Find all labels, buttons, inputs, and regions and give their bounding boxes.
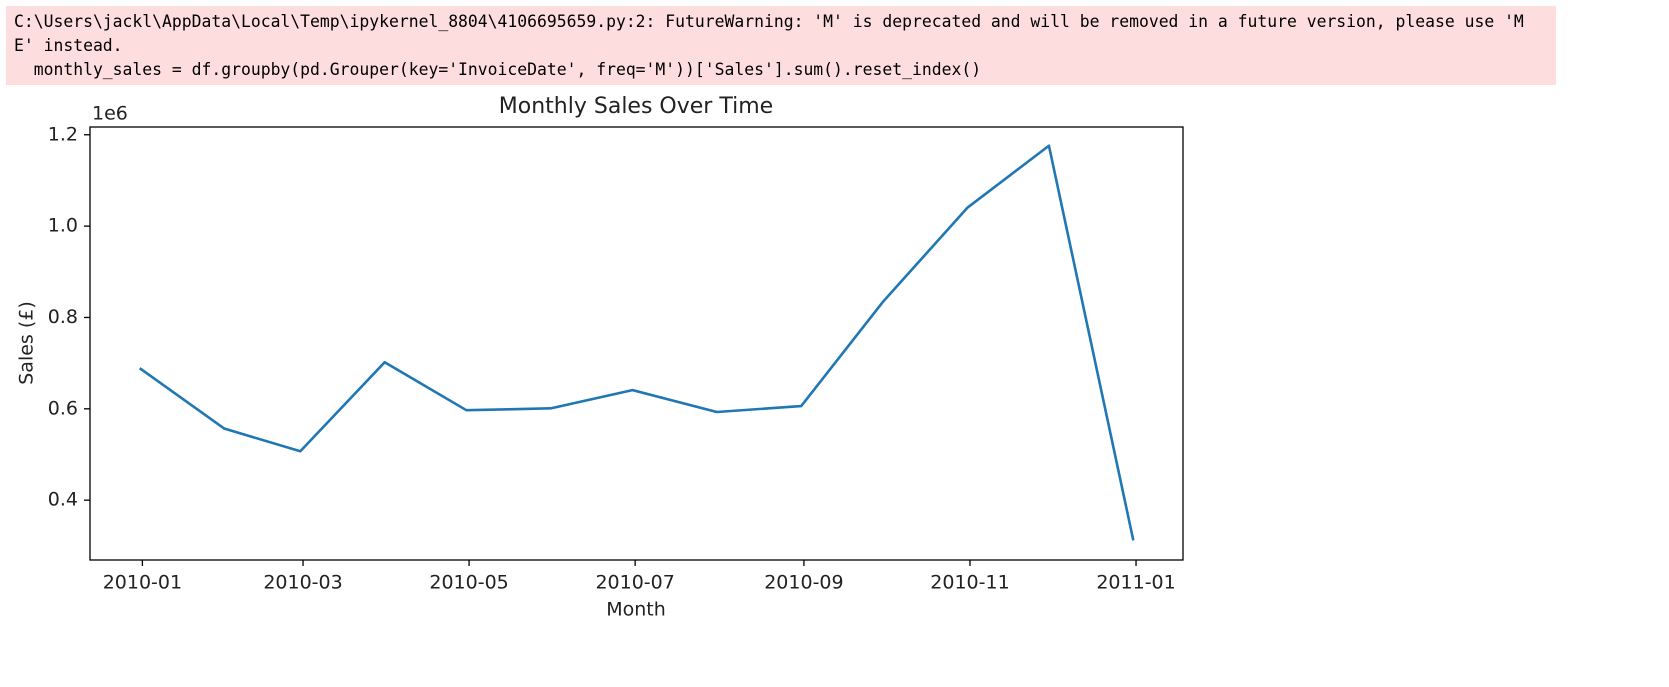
- y-axis-label: Sales (£): [16, 301, 38, 385]
- x-axis-label: Month: [606, 599, 666, 621]
- y-tick-label: 0.8: [48, 306, 78, 328]
- plot-frame: [89, 126, 1184, 561]
- warning-box: C:\Users\jackl\AppData\Local\Temp\ipyker…: [6, 6, 1556, 85]
- y-tick-label: 1.0: [48, 215, 78, 237]
- x-tick-label: 2011-01: [1096, 572, 1175, 594]
- x-tick-label: 2010-03: [263, 572, 342, 594]
- y-tick-label: 0.6: [48, 397, 78, 419]
- chart-title: Monthly Sales Over Time: [499, 94, 773, 119]
- x-tick-label: 2010-01: [103, 572, 182, 594]
- x-tick-label: 2010-07: [595, 572, 674, 594]
- offset-label: 1e6: [92, 103, 128, 125]
- x-tick-label: 2010-05: [429, 572, 508, 594]
- x-tick-label: 2010-09: [764, 572, 843, 594]
- warning-line: C:\Users\jackl\AppData\Local\Temp\ipyker…: [14, 12, 1524, 31]
- x-tick-label: 2010-11: [930, 572, 1009, 594]
- y-tick-label: 1.2: [48, 123, 78, 145]
- warning-line: E' instead.: [14, 36, 123, 55]
- warning-line: monthly_sales = df.groupby(pd.Grouper(ke…: [14, 60, 982, 79]
- line-series: [138, 144, 1135, 541]
- y-tick-label: 0.4: [48, 489, 78, 511]
